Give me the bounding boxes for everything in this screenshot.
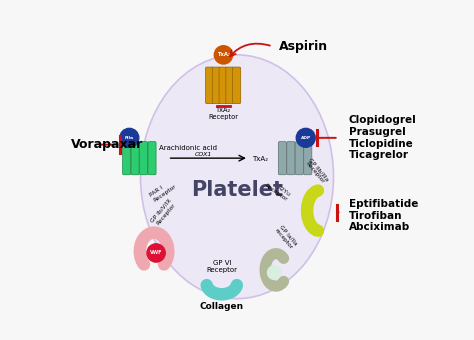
Text: COX1: COX1 — [194, 152, 212, 157]
Text: P2Y₁₂
Receptor: P2Y₁₂ Receptor — [263, 178, 291, 203]
Text: TxA₂: TxA₂ — [252, 156, 268, 162]
Text: Aspirin: Aspirin — [279, 40, 328, 53]
Text: TxA₂: TxA₂ — [217, 52, 230, 57]
Ellipse shape — [140, 55, 334, 299]
Text: VWF: VWF — [150, 251, 162, 255]
Text: Platelet: Platelet — [191, 180, 283, 200]
FancyBboxPatch shape — [304, 141, 312, 175]
FancyBboxPatch shape — [226, 67, 234, 104]
Circle shape — [120, 129, 139, 147]
FancyBboxPatch shape — [148, 141, 156, 175]
Text: Collagen: Collagen — [200, 302, 244, 311]
Circle shape — [214, 46, 233, 64]
Text: Eptifibatide
Tirofiban
Abciximab: Eptifibatide Tirofiban Abciximab — [349, 199, 418, 232]
FancyBboxPatch shape — [219, 67, 227, 104]
FancyBboxPatch shape — [278, 141, 286, 175]
Text: Clopidogrel
Prasugrel
Ticlopidine
Ticagrelor: Clopidogrel Prasugrel Ticlopidine Ticagr… — [349, 116, 417, 160]
FancyBboxPatch shape — [123, 141, 131, 175]
Text: GP IIb/IIIa
Receptor: GP IIb/IIIa Receptor — [303, 157, 330, 185]
Text: TxA₂
Receptor: TxA₂ Receptor — [209, 107, 238, 120]
Circle shape — [267, 266, 281, 279]
Text: GP VI
Receptor: GP VI Receptor — [206, 260, 237, 273]
Circle shape — [147, 244, 165, 262]
Text: FIIa: FIIa — [125, 136, 134, 140]
Text: GP Ia/IIa
receptor: GP Ia/IIa receptor — [274, 224, 298, 250]
FancyBboxPatch shape — [295, 141, 303, 175]
Text: PAR I
Receptor: PAR I Receptor — [149, 178, 177, 203]
Circle shape — [296, 129, 315, 147]
Text: GP Ib/V/IX
Receptor: GP Ib/V/IX Receptor — [150, 198, 177, 227]
FancyBboxPatch shape — [206, 67, 214, 104]
Text: Vorapaxar: Vorapaxar — [71, 138, 143, 151]
FancyBboxPatch shape — [139, 141, 147, 175]
FancyBboxPatch shape — [287, 141, 295, 175]
FancyBboxPatch shape — [212, 67, 220, 104]
FancyBboxPatch shape — [131, 141, 139, 175]
Text: ADP: ADP — [301, 136, 311, 140]
Text: Arachidonic acid: Arachidonic acid — [159, 146, 217, 151]
FancyBboxPatch shape — [233, 67, 241, 104]
